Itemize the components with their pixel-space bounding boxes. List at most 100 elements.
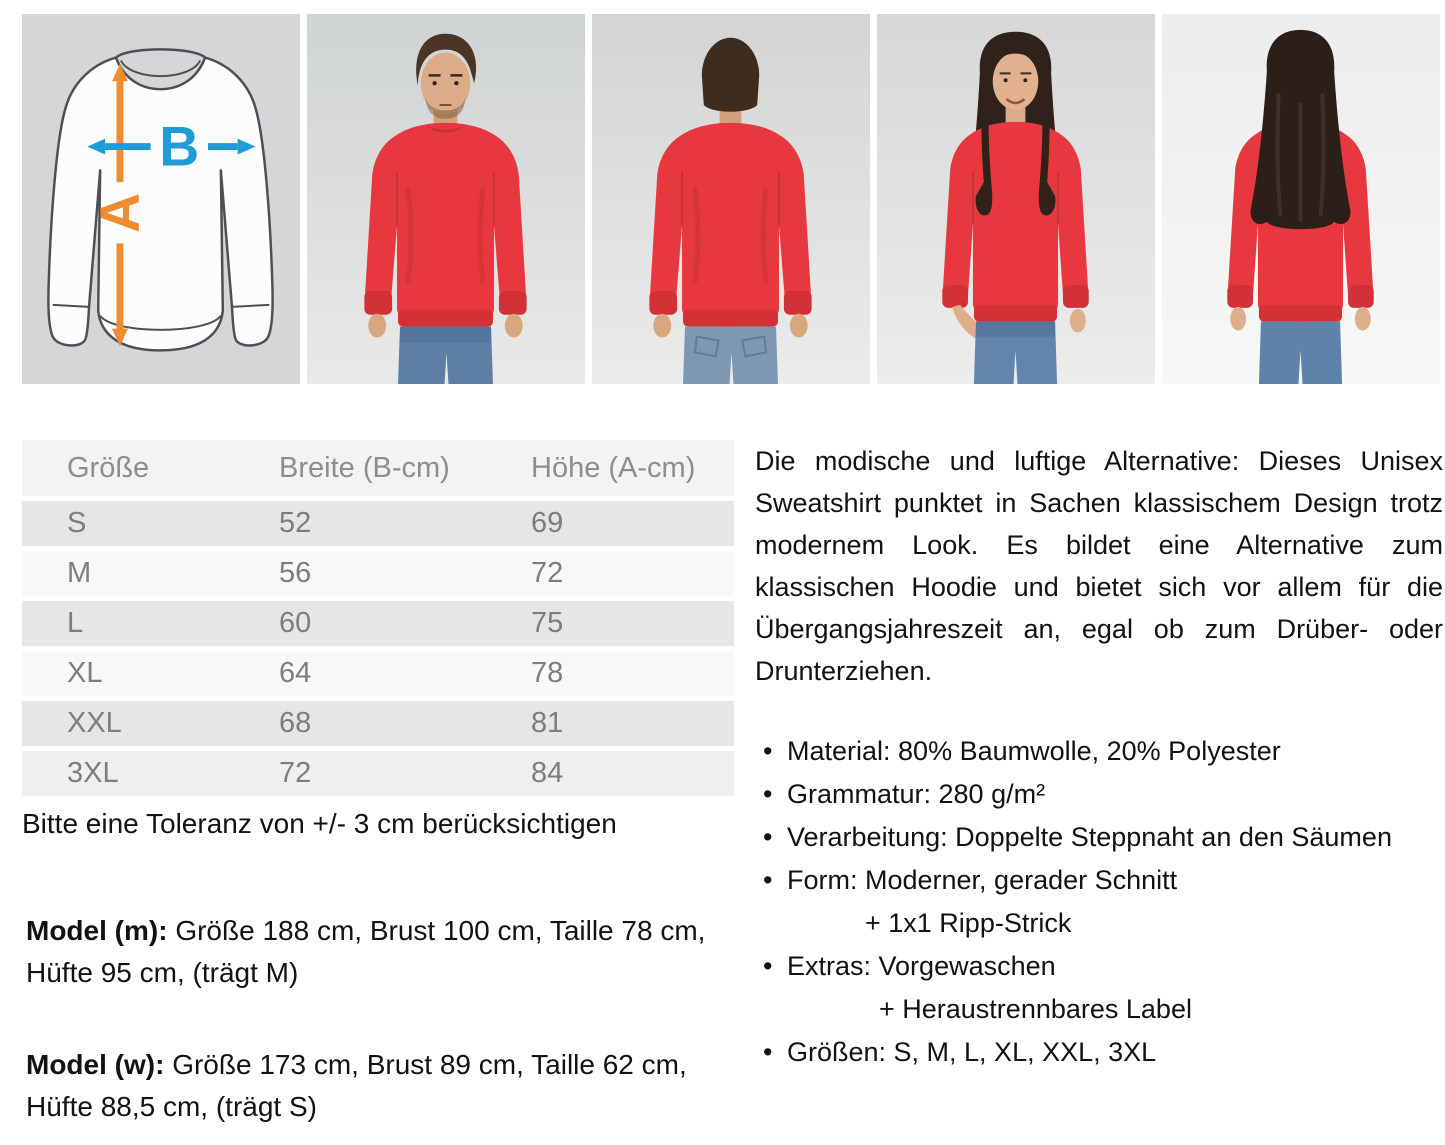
hem-band-line bbox=[99, 315, 222, 331]
hand-left bbox=[653, 313, 672, 338]
cuff-right bbox=[783, 291, 812, 315]
feature-extras-extra: + Heraustrennbares Label bbox=[879, 994, 1192, 1024]
cell-width: 72 bbox=[279, 757, 312, 789]
cuff-right bbox=[1347, 285, 1374, 308]
face bbox=[992, 52, 1039, 110]
beard bbox=[425, 97, 466, 119]
male-back-illustration bbox=[592, 13, 870, 385]
cell-width: 52 bbox=[279, 507, 312, 539]
header-cell-width: Breite (B-cm) bbox=[279, 451, 450, 484]
cuff-left bbox=[649, 291, 678, 315]
header-cell-height: Höhe (A-cm) bbox=[531, 451, 696, 484]
sweatshirt bbox=[943, 121, 1088, 322]
photo-row: A B bbox=[0, 0, 1445, 386]
collar bbox=[426, 123, 465, 133]
model-male-label: Model (m): bbox=[26, 915, 168, 946]
model-female-info: Model (w): Größe 173 cm, Brust 89 cm, Ta… bbox=[26, 1044, 726, 1128]
cell-height: 75 bbox=[531, 607, 564, 639]
table-row-xl: XL 64 78 bbox=[22, 651, 734, 696]
cell-width: 64 bbox=[279, 657, 312, 689]
hand-right bbox=[504, 313, 523, 338]
cell-height: 72 bbox=[531, 557, 564, 589]
cell-size: M bbox=[67, 557, 92, 589]
cuff-left bbox=[942, 285, 969, 308]
female-back-illustration bbox=[1162, 13, 1440, 385]
hair bbox=[701, 37, 760, 112]
size-diagram-panel: A B bbox=[22, 12, 300, 386]
male-front-illustration bbox=[307, 13, 585, 385]
cell-size: XL bbox=[67, 657, 103, 689]
hand-left bbox=[1230, 306, 1247, 331]
female-model-front-photo bbox=[877, 12, 1155, 386]
product-description: Die modische und luftige Alternative: Di… bbox=[755, 446, 1443, 686]
smile bbox=[1005, 98, 1026, 105]
feature-grammatur: Grammatur: 280 g/m² bbox=[755, 773, 1443, 816]
sweatshirt bbox=[365, 122, 526, 327]
hair bbox=[1250, 29, 1351, 230]
cell-size: S bbox=[67, 507, 87, 539]
feature-groessen: Größen: S, M, L, XL, XXL, 3XL bbox=[755, 1031, 1443, 1074]
cell-size: L bbox=[67, 607, 84, 639]
hem-band bbox=[1258, 304, 1343, 322]
cuff-right bbox=[498, 291, 527, 315]
label-a: A bbox=[89, 193, 151, 233]
feature-extras: Extras: Vorgewaschen bbox=[755, 945, 1443, 988]
hem-band bbox=[973, 304, 1058, 322]
table-row-m: M 56 72 bbox=[22, 551, 734, 596]
description-column: Die modische und luftige Alternative: Di… bbox=[755, 440, 1443, 1074]
jeans bbox=[683, 326, 778, 385]
feature-verarbeitung: Verarbeitung: Doppelte Steppnaht an den … bbox=[755, 816, 1443, 859]
cell-height: 78 bbox=[531, 657, 564, 689]
sweatshirt bbox=[650, 122, 811, 327]
hand-right bbox=[1069, 308, 1086, 333]
cell-width: 60 bbox=[279, 607, 312, 639]
table-row-s: S 52 69 bbox=[22, 501, 734, 546]
width-arrow-b: B bbox=[87, 116, 256, 178]
female-model-back-photo bbox=[1162, 12, 1440, 386]
hem-band bbox=[683, 309, 778, 327]
size-chart-column: Größe Breite (B-cm) Höhe (A-cm) S 52 69 … bbox=[22, 440, 734, 1128]
cell-size: 3XL bbox=[67, 757, 119, 789]
cuff-left bbox=[364, 291, 393, 315]
model-male-info: Model (m): Größe 188 cm, Brust 100 cm, T… bbox=[26, 910, 726, 994]
jeans bbox=[1258, 321, 1343, 385]
model-female-details: Größe 173 cm, Brust 89 cm, Taille 62 cm,… bbox=[26, 1049, 687, 1122]
hand-right bbox=[1354, 306, 1371, 331]
collar-top-line bbox=[115, 48, 206, 59]
cell-width: 56 bbox=[279, 557, 312, 589]
collar-rib-line bbox=[120, 59, 201, 77]
model-male-details: Größe 188 cm, Brust 100 cm, Taille 78 cm… bbox=[26, 915, 706, 988]
hair-strand-left bbox=[975, 75, 993, 216]
feature-material: Material: 80% Baumwolle, 20% Polyester bbox=[755, 730, 1443, 773]
product-features-list: Material: 80% Baumwolle, 20% Polyester G… bbox=[755, 730, 1443, 1074]
size-table-body: S 52 69 M 56 72 L 60 75 XL bbox=[22, 501, 734, 796]
hand-right bbox=[789, 313, 808, 338]
face bbox=[420, 52, 471, 114]
size-table: Größe Breite (B-cm) Höhe (A-cm) S 52 69 … bbox=[22, 440, 734, 796]
cell-width: 68 bbox=[279, 707, 312, 739]
header-cell-size: Größe bbox=[67, 451, 150, 484]
cuff-lines bbox=[52, 303, 270, 308]
cell-height: 84 bbox=[531, 757, 564, 789]
hem-band bbox=[398, 309, 493, 327]
table-row-l: L 60 75 bbox=[22, 601, 734, 646]
hand-left bbox=[368, 313, 387, 338]
hair-strand-right bbox=[1038, 75, 1056, 216]
back-pockets bbox=[693, 335, 768, 358]
label-b: B bbox=[159, 116, 199, 178]
feature-form: Form: Moderner, gerader Schnitt bbox=[755, 859, 1443, 902]
table-row-xxl: XXL 68 81 bbox=[22, 701, 734, 746]
model-female-label: Model (w): bbox=[26, 1049, 165, 1080]
cuff-right bbox=[1062, 285, 1089, 308]
size-table-header-row: Größe Breite (B-cm) Höhe (A-cm) bbox=[22, 440, 734, 496]
size-diagram: A B bbox=[22, 13, 300, 385]
hair bbox=[416, 33, 477, 86]
table-row-3xl: 3XL 72 84 bbox=[22, 751, 734, 796]
female-front-illustration bbox=[877, 13, 1155, 385]
cuff-left bbox=[1227, 285, 1254, 308]
male-model-back-photo bbox=[592, 12, 870, 386]
cell-height: 81 bbox=[531, 707, 564, 739]
feature-form-extra: + 1x1 Ripp-Strick bbox=[865, 908, 1072, 938]
cell-size: XXL bbox=[67, 707, 122, 739]
content-area: Größe Breite (B-cm) Höhe (A-cm) S 52 69 … bbox=[0, 386, 1445, 1128]
